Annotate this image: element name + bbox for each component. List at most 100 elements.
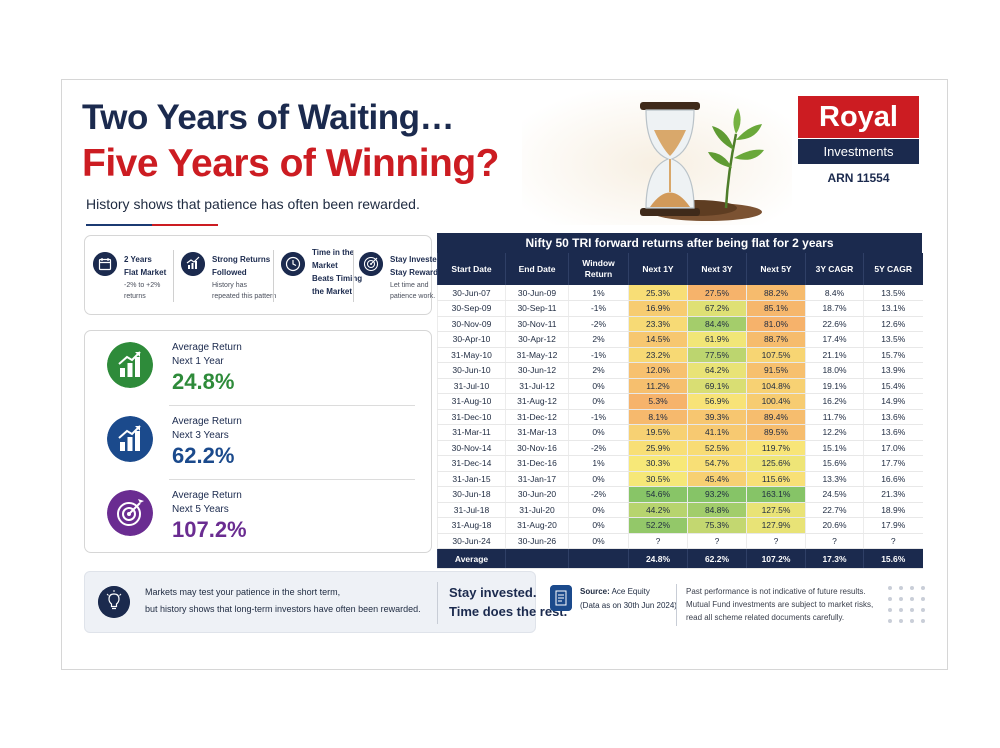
table-cell: 16.6% — [863, 471, 923, 487]
footer-divider — [437, 582, 438, 624]
average-value: 107.2% — [172, 517, 247, 542]
table-row: 30-Nov-09 30-Nov-11 -2% 23.3% 84.4% 81.0% 22.6… — [437, 316, 923, 332]
column-header: 3Y CAGR — [805, 253, 864, 285]
table-cell: 85.1% — [746, 300, 806, 317]
clock-icon — [281, 252, 305, 276]
table-cell: 17.9% — [863, 517, 923, 534]
table-cell: 2% — [568, 362, 629, 379]
table-cell: 13.9% — [863, 362, 923, 379]
table-cell: 8.1% — [628, 409, 688, 425]
table-cell: 163.1% — [746, 486, 806, 503]
table-cell: ? — [687, 533, 747, 549]
pillar-divider — [353, 250, 354, 302]
table-row: 30-Nov-14 30-Nov-16 -2% 25.9% 52.5% 119.7% 15.… — [437, 440, 923, 456]
table-cell: 13.6% — [863, 409, 923, 425]
table-cell: 31-Dec-10 — [437, 409, 506, 425]
table-cell: 1% — [568, 455, 629, 472]
table-cell: 0% — [568, 471, 629, 487]
table-cell: 15.1% — [805, 440, 864, 456]
table-cell: 84.8% — [687, 502, 747, 518]
table-cell: 44.2% — [628, 502, 688, 518]
table-row: 31-May-10 31-May-12 -1% 23.2% 77.5% 107.5% 21.… — [437, 347, 923, 363]
table-row: 31-Dec-14 31-Dec-16 1% 30.3% 54.7% 125.6% 15.6… — [437, 455, 923, 472]
table-cell: 14.9% — [863, 393, 923, 410]
table-cell: 12.2% — [805, 424, 864, 441]
column-header: Next 1Y — [628, 253, 688, 285]
average-value: 24.8% — [172, 369, 235, 394]
table-row: 31-Mar-11 31-Mar-13 0% 19.5% 41.1% 89.5% 12.2%… — [437, 424, 923, 441]
table-cell: 31-Mar-13 — [505, 424, 569, 441]
pillar-heading: Time in the Market Beats Timing the Market — [312, 248, 363, 296]
table-cell: 31-Aug-12 — [505, 393, 569, 410]
table-cell: 0% — [568, 533, 629, 549]
table-cell: 31-Aug-20 — [505, 517, 569, 534]
table-row: 30-Sep-09 30-Sep-11 -1% 16.9% 67.2% 85.1% 18.7… — [437, 300, 923, 317]
table-cell: 31-Aug-10 — [437, 393, 506, 410]
table-cell: 30-Sep-11 — [505, 300, 569, 317]
average-period: Next 1 Year — [172, 356, 224, 367]
table-cell: 1% — [568, 285, 629, 301]
table-cell: 17.4% — [805, 331, 864, 348]
footer-message-line-2: but history shows that long-term investo… — [145, 604, 421, 614]
table-cell: ? — [863, 533, 923, 549]
table-cell: 69.1% — [687, 378, 747, 394]
column-header: Start Date — [437, 253, 506, 285]
table-cell: 8.4% — [805, 285, 864, 301]
column-header: Next 3Y — [687, 253, 747, 285]
pillar-time-in-market: Time in the Market Beats Timing the Market — [281, 242, 362, 302]
table-cell: 107.5% — [746, 347, 806, 363]
table-cell: 41.1% — [687, 424, 747, 441]
lightbulb-icon — [98, 586, 130, 618]
average-label: Average Return — [172, 342, 242, 353]
arn-number: ARN 11554 — [827, 171, 890, 185]
pillar-flat-market: 2 Years Flat Market -2% to +2% returns — [93, 246, 171, 306]
table-cell: 11.7% — [805, 409, 864, 425]
table-cell: 31-Jan-15 — [437, 471, 506, 487]
table-cell: 13.1% — [863, 300, 923, 317]
table-cell: 24.8% — [628, 548, 688, 569]
title-underline — [86, 224, 218, 226]
footer-message-line-1: Markets may test your patience in the sh… — [145, 587, 341, 597]
table-cell: 31-Dec-14 — [437, 455, 506, 472]
pillar-divider — [273, 250, 274, 302]
table-cell: 125.6% — [746, 455, 806, 472]
table-cell: 30-Sep-09 — [437, 300, 506, 317]
table-average-row: Average 24.8% 62.2% 107.2% 17.3% 15.6% — [437, 548, 923, 569]
table-cell: 89.5% — [746, 424, 806, 441]
table-cell: 20.6% — [805, 517, 864, 534]
table-cell: 75.3% — [687, 517, 747, 534]
table-cell — [505, 548, 569, 569]
table-cell: 31-Mar-11 — [437, 424, 506, 441]
table-cell: 16.2% — [805, 393, 864, 410]
column-header: 5Y CAGR — [863, 253, 923, 285]
bar-chart-icon — [107, 342, 153, 388]
table-cell: 54.6% — [628, 486, 688, 503]
table-row: 31-Aug-18 31-Aug-20 0% 52.2% 75.3% 127.9% 20.6… — [437, 517, 923, 534]
table-cell: 45.4% — [687, 471, 747, 487]
subtitle: History shows that patience has often be… — [86, 196, 420, 212]
calendar-icon — [93, 252, 117, 276]
table-cell: -1% — [568, 300, 629, 317]
table-cell: 15.4% — [863, 378, 923, 394]
table-cell: 93.2% — [687, 486, 747, 503]
table-cell — [568, 548, 629, 569]
table-cell: 22.6% — [805, 316, 864, 332]
table-cell: 0% — [568, 424, 629, 441]
table-cell: 13.5% — [863, 331, 923, 348]
column-header: End Date — [505, 253, 569, 285]
table-cell: 16.9% — [628, 300, 688, 317]
table-cell: 30-Jun-12 — [505, 362, 569, 379]
disclaimer-divider — [676, 584, 677, 626]
table-cell: ? — [628, 533, 688, 549]
table-cell: 30-Apr-10 — [437, 331, 506, 348]
slogan-line-1: Stay invested. — [449, 585, 537, 600]
table-cell: 31-May-12 — [505, 347, 569, 363]
table-header-row: Start Date End Date Window Return Next 1Y Ne… — [437, 253, 923, 285]
table-title: Nifty 50 TRI forward returns after being… — [437, 233, 922, 253]
table-cell: 0% — [568, 393, 629, 410]
returns-table: Start Date End Date Window Return Next 1Y Ne… — [437, 253, 923, 569]
slogan-line-2: Time does the rest. — [449, 604, 568, 619]
hourglass-plant-illustration — [522, 90, 792, 225]
table-row: 31-Jul-18 31-Jul-20 0% 44.2% 84.8% 127.5% 22.7… — [437, 502, 923, 518]
table-cell: 31-Jul-20 — [505, 502, 569, 518]
